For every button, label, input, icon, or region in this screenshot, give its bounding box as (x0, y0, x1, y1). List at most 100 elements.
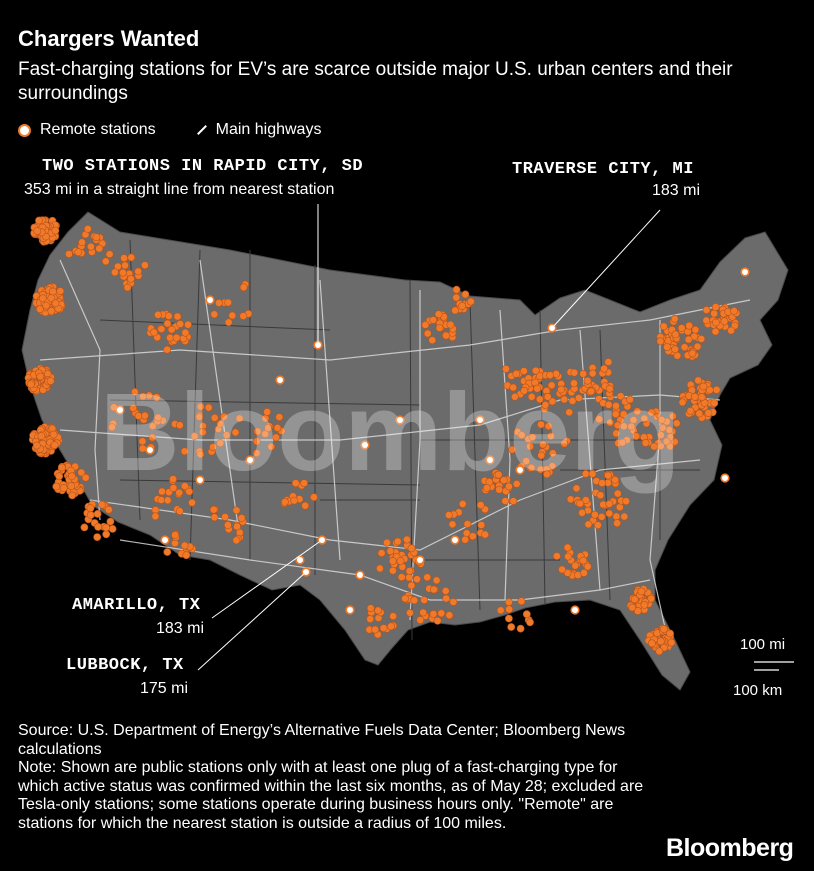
remote-station-marker (245, 455, 255, 465)
station-marker (423, 329, 432, 338)
station-marker (594, 521, 602, 530)
station-marker (520, 386, 529, 395)
station-marker (196, 450, 205, 459)
station-marker (184, 320, 192, 329)
station-marker (175, 507, 184, 516)
station-marker (50, 441, 59, 449)
station-marker (633, 607, 642, 615)
station-marker (630, 595, 639, 604)
station-marker (309, 493, 318, 502)
station-marker (640, 601, 649, 609)
station-marker (154, 413, 162, 422)
station-marker (572, 484, 581, 493)
station-marker (544, 422, 553, 431)
station-marker (437, 609, 446, 618)
station-marker (252, 437, 261, 446)
station-marker (252, 449, 261, 457)
station-marker (235, 414, 244, 423)
station-marker (120, 254, 128, 262)
station-marker (106, 517, 115, 526)
station-marker (668, 412, 677, 421)
station-marker (397, 573, 406, 581)
station-marker (564, 552, 572, 561)
station-marker (560, 395, 569, 404)
station-marker (67, 482, 76, 490)
station-marker (584, 520, 593, 529)
traverse-leader (551, 209, 661, 329)
station-marker (662, 437, 671, 446)
station-marker (410, 596, 419, 605)
station-marker (620, 512, 629, 521)
legend: Remote stations Main highways (18, 121, 321, 139)
station-marker (231, 428, 240, 437)
station-marker (102, 523, 111, 532)
station-marker (504, 598, 513, 606)
scale-mi-label: 100 mi (740, 636, 786, 653)
station-marker (232, 506, 241, 515)
station-marker (102, 530, 111, 539)
station-marker (264, 424, 273, 432)
station-marker (619, 410, 628, 419)
station-marker (163, 496, 172, 505)
station-marker (712, 385, 721, 394)
station-marker (421, 320, 430, 329)
station-marker (543, 470, 551, 479)
station-marker (267, 442, 276, 451)
station-marker (672, 419, 681, 428)
station-marker (228, 311, 237, 320)
traverse-title: TRAVERSE CITY, MI (512, 160, 694, 179)
station-marker (140, 411, 149, 420)
remote-station-marker (160, 535, 170, 545)
station-marker (224, 298, 232, 307)
station-marker (129, 404, 138, 412)
station-marker (596, 491, 605, 500)
station-marker (80, 523, 89, 532)
station-marker (93, 510, 102, 518)
station-marker (210, 413, 219, 422)
station-marker (705, 386, 714, 394)
station-marker (582, 496, 590, 504)
station-marker (198, 428, 207, 437)
station-marker (166, 333, 174, 342)
station-marker (606, 418, 614, 427)
station-marker (445, 611, 454, 620)
station-marker (670, 314, 679, 323)
station-marker (210, 310, 219, 319)
station-marker (533, 384, 542, 393)
station-marker (172, 333, 181, 342)
lubbock-leader (197, 571, 307, 671)
note-text: Note: Shown are public stations only wit… (18, 759, 644, 832)
station-marker (101, 257, 110, 266)
station-marker (232, 536, 241, 545)
station-marker (98, 500, 106, 509)
station-marker (108, 525, 117, 533)
station-marker (36, 372, 45, 381)
station-marker (216, 439, 225, 447)
station-marker (553, 552, 561, 560)
station-marker (622, 497, 630, 506)
remote-station-marker (485, 455, 495, 465)
remote-station-marker (145, 445, 155, 455)
station-marker (371, 625, 379, 634)
station-marker (169, 475, 177, 483)
station-marker (482, 483, 491, 492)
station-marker (671, 330, 680, 339)
station-marker (667, 638, 676, 647)
station-marker (81, 473, 90, 482)
station-marker (678, 398, 687, 407)
station-marker (263, 407, 271, 416)
station-marker (583, 562, 592, 571)
station-marker (47, 307, 56, 315)
station-marker (557, 385, 565, 394)
station-marker (512, 479, 521, 488)
station-marker (566, 495, 575, 504)
station-marker (520, 367, 528, 375)
station-marker (26, 380, 35, 389)
station-marker (516, 624, 525, 633)
remote-station-marker (205, 295, 215, 305)
station-marker (33, 227, 42, 235)
station-marker (699, 382, 708, 391)
station-marker (656, 442, 665, 450)
station-marker (432, 576, 441, 585)
station-marker (65, 250, 73, 258)
